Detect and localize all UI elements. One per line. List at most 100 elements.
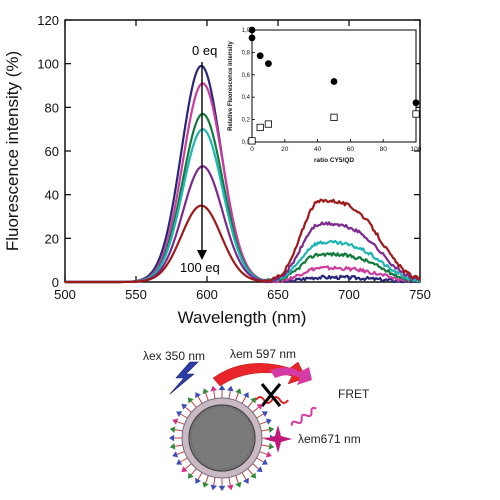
ligand-head-icon [202,481,209,488]
inset-open-point [256,123,264,132]
quantum-dot-core [188,404,256,472]
inset-y-tick-label: 1,0 [242,28,251,34]
y-axis-title: Fluorescence intensity (%) [3,51,22,251]
quantum-dot-core-shade [190,406,254,470]
ligand-chain-icon [213,390,216,399]
inset-x-tick-label: 100 [411,146,422,153]
ligand-head-icon [210,385,217,392]
ligand-head-icon [265,451,272,458]
ligand-head-icon [218,485,226,491]
ligand-chain-icon [190,468,197,476]
ligand-chain-icon [228,390,231,399]
block-cross-icon-b [260,383,282,407]
ligand-head-icon [210,484,217,491]
y-tick-label: 60 [45,144,59,159]
excitation-label: λex 350 nm [143,349,205,363]
inset-x-axis-title: ratio CY5/QD [314,157,354,164]
inset-filled-point [248,34,256,42]
inset-points-group [248,26,420,145]
inset-y-tick-label: 0,8 [242,50,251,56]
ligand-head-icon [181,466,188,473]
fret-scheme: λex 350 nm λem 597 nm FRET λem671 nm [143,347,370,491]
x-tick-label: 500 [54,287,76,302]
inset-axes: 0 20 40 60 80 100 0,0 0,2 0,4 0,6 0,8 1,0 [242,28,422,153]
lightning-icon [169,361,199,395]
ligand-head-icon [218,385,226,391]
y-tick-label: 0 [52,275,59,290]
fret-wave-icon [290,406,317,426]
ligand-chain-icon [184,406,192,413]
ligand-chain-icon [205,475,209,484]
inset-open-point [412,110,420,118]
inset-filled-point [256,52,264,60]
ligand-chain-icon [197,396,203,404]
ligand-head-icon [187,397,194,404]
inset-y-tick-label: 0,2 [242,118,251,124]
annotation-bottom: 100 eq [180,260,220,275]
ligand-head-icon [195,477,201,484]
ligand-head-icon [176,411,183,417]
y-tick-label: 20 [45,231,59,246]
ligand-chain-icon [247,400,254,408]
ligand-head-icon [261,411,268,417]
emission-arrow-tip-icon [270,367,312,385]
ligand-chain-icon [261,444,270,447]
y-tick-label: 40 [45,188,59,203]
quench-arrowhead [197,250,207,260]
ligand-chain-icon [205,392,209,401]
ligand-head-icon [202,388,209,395]
ligand-chain-icon [197,472,203,480]
x-tick-label: 700 [338,287,360,302]
inset-y-axis-title: Relative Fluorescence intensity [228,40,234,130]
ligand-head-icon [235,388,242,395]
inset-plot-area [251,29,417,143]
inset-y-tick-label: 0,0 [242,140,251,146]
ligand-chain-icon [213,477,216,486]
transfer-wave-icon [255,396,289,404]
ligand-chain-icon [256,413,264,419]
fret-label: FRET [338,387,370,401]
ligand-chain-icon [252,406,260,413]
inset-open-point [330,113,338,121]
emission2-label: λem671 nm [298,432,361,446]
ligand-head-icon [250,472,257,479]
ligand-head-icon [176,459,183,465]
inset-open-point [248,137,256,145]
ligand-chain-icon [252,463,260,470]
ligand-head-icon [256,466,263,473]
ligand-chain-icon [228,477,231,486]
star-icon [264,425,292,453]
ligand-chain-icon [259,421,268,425]
ligand-chain-icon [241,472,247,480]
x-axis-title: Wavelength (nm) [178,308,307,327]
ligand-chain-icon [180,413,188,419]
ligand-chain-icon [174,429,183,432]
inset-x-tick-label: 40 [314,146,322,153]
ligand-chain-icon [261,429,270,432]
ligand-head-icon [268,443,275,450]
inset-filled-point [330,78,338,85]
inset-x-tick-label: 80 [380,146,388,153]
inset-filled-point [412,99,420,107]
ligand-head-icon [227,385,234,392]
inset-x-tick-label: 20 [281,146,289,153]
ligand-head-icon [261,459,268,465]
ligand-chain-icon [180,457,188,463]
ligand-head-icon [172,451,179,458]
ligand-head-icon [243,477,249,484]
main-series-group [65,64,421,284]
ligand-head-icon [172,418,179,425]
ligand-chain-icon [176,421,185,425]
inset-y-tick-label: 0,4 [242,95,251,101]
ligand-head-icon [187,472,194,479]
emission-label: λem 597 nm [230,347,296,361]
ligand-chain-icon [241,396,247,404]
ligand-head-icon [169,426,176,433]
y-tick-label: 80 [45,100,59,115]
spectrum-line [65,198,421,284]
ligand-head-icon [268,426,275,433]
ligand-chain-icon [259,451,268,455]
annotation-top: 0 eq [192,43,217,58]
inset-y-tick-label: 0,6 [242,73,251,79]
